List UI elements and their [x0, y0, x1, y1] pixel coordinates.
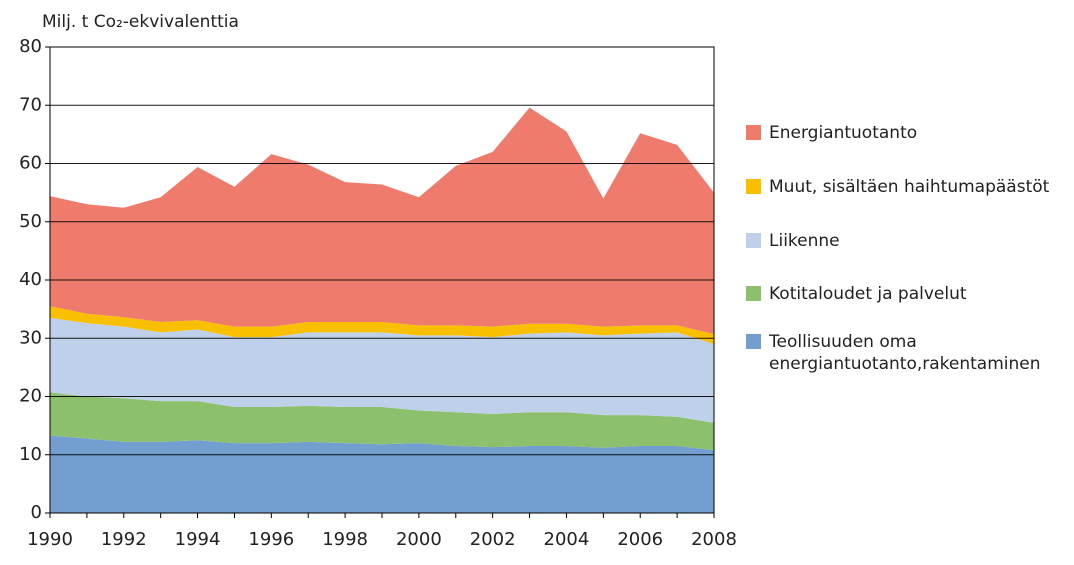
legend-item: Muut, sisältäen haihtumapäästöt — [746, 176, 1069, 198]
area — [50, 392, 714, 451]
x-tick-label: 2002 — [470, 529, 516, 550]
y-tick-label: 0 — [31, 502, 42, 523]
legend-label: Teollisuuden oma energiantuotanto,rakent… — [769, 332, 1041, 374]
legend-label: Liikenne — [769, 231, 840, 251]
y-tick-label: 40 — [19, 269, 42, 290]
x-tick-label: 2000 — [396, 529, 442, 550]
x-tick-label: 1994 — [175, 529, 221, 550]
legend-swatch — [746, 233, 761, 248]
plot-frame — [49, 46, 715, 514]
legend-label: Muut, sisältäen haihtumapäästöt — [769, 177, 1050, 197]
legend-swatch — [746, 286, 761, 301]
y-tick-label: 80 — [19, 36, 42, 57]
legend-swatch — [746, 334, 761, 349]
x-tick-label: 2004 — [544, 529, 590, 550]
x-tick-label: 1996 — [248, 529, 294, 550]
y-tick-label: 30 — [19, 327, 42, 348]
x-tick-label: 1992 — [101, 529, 147, 550]
legend-item: Kotitaloudet ja palvelut — [746, 283, 1069, 305]
area — [50, 306, 714, 345]
y-tick-label: 60 — [19, 153, 42, 174]
y-tick-label: 50 — [19, 211, 42, 232]
y-tick-label: 20 — [19, 386, 42, 407]
legend-label: Energiantuotanto — [769, 123, 918, 143]
x-tick-label: 2006 — [617, 529, 663, 550]
y-tick-label: 70 — [19, 94, 42, 115]
x-tick-label: 2008 — [691, 529, 737, 550]
legend-label: Kotitaloudet ja palvelut — [769, 284, 967, 304]
area — [50, 107, 714, 335]
legend-swatch — [746, 125, 761, 140]
y-tick-label: 10 — [19, 444, 42, 465]
y-axis-label: Milj. t Co₂-ekvivalenttia — [42, 12, 239, 32]
legend-swatch — [746, 179, 761, 194]
x-tick-label: 1990 — [27, 529, 73, 550]
legend-item: Energiantuotanto — [746, 122, 1069, 144]
legend-item: Teollisuuden oma energiantuotanto,rakent… — [746, 331, 1069, 375]
legend-item: Liikenne — [746, 230, 1069, 252]
x-tick-label: 1998 — [322, 529, 368, 550]
